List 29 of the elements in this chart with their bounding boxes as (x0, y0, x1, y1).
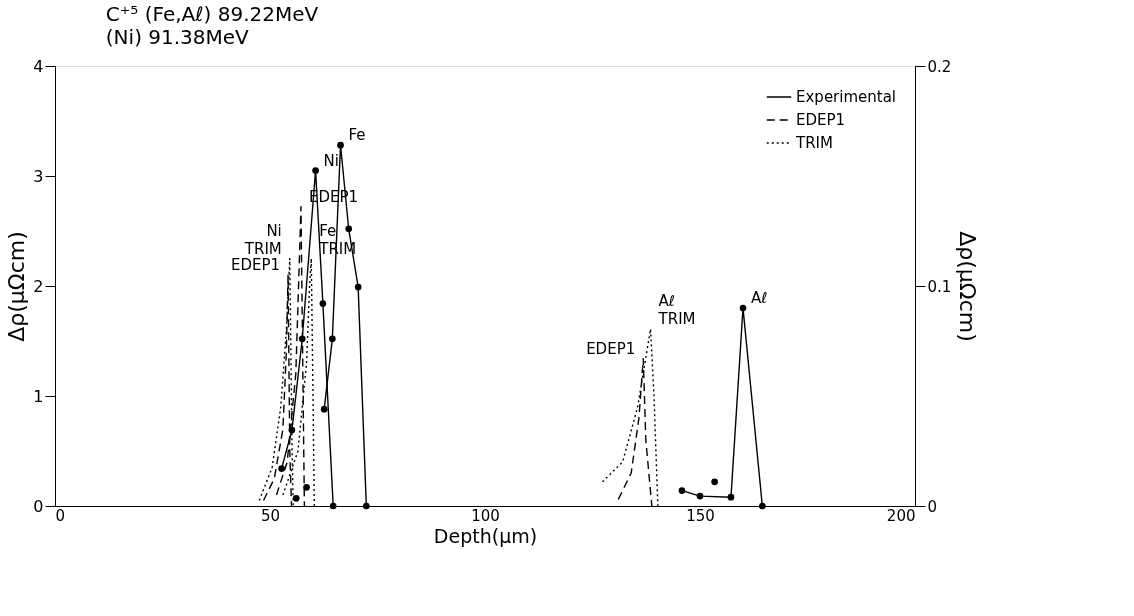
annotation: EDEP1 (230, 256, 281, 274)
legend-label: TRIM (795, 134, 833, 152)
annotation: Ni (266, 221, 282, 240)
legend-label: EDEP1 (796, 111, 846, 129)
annotation: Aℓ (658, 291, 676, 310)
annotation: EDEP1 (586, 339, 636, 358)
chart-subtitle: (Ni) 91.38MeV (105, 25, 250, 49)
annotation: TRIM (657, 309, 696, 328)
x-tick-label: 200 (886, 506, 916, 525)
annotation: Fe (348, 126, 366, 145)
y2-tick-label: 0.1 (927, 277, 952, 296)
x-tick-label: 100 (471, 506, 500, 525)
x-axis-title: Depth(μm) (433, 524, 538, 547)
x-tick-label: 150 (686, 506, 715, 525)
annotation: Ni (323, 151, 339, 170)
annotation: TRIM (243, 239, 282, 258)
legend-label: Experimental (796, 88, 897, 106)
y-tick-label: 4 (33, 56, 44, 76)
y2-tick-label: 0.2 (927, 57, 952, 76)
chart-title: C⁺⁵ (Fe,Aℓ) 89.22MeV (105, 2, 319, 26)
y-tick-label: 1 (33, 386, 44, 406)
annotation: Aℓ (751, 289, 768, 307)
annotation: Fe (319, 221, 337, 240)
x-tick-label: 50 (260, 506, 281, 525)
y2-axis-title: Δρ(μΩcm) (955, 231, 981, 342)
x-tick-label: 0 (55, 506, 66, 525)
y-axis-title: Δρ(μΩcm) (4, 231, 30, 342)
y-tick-label: 3 (33, 166, 44, 186)
y-tick-label: 2 (33, 276, 44, 296)
